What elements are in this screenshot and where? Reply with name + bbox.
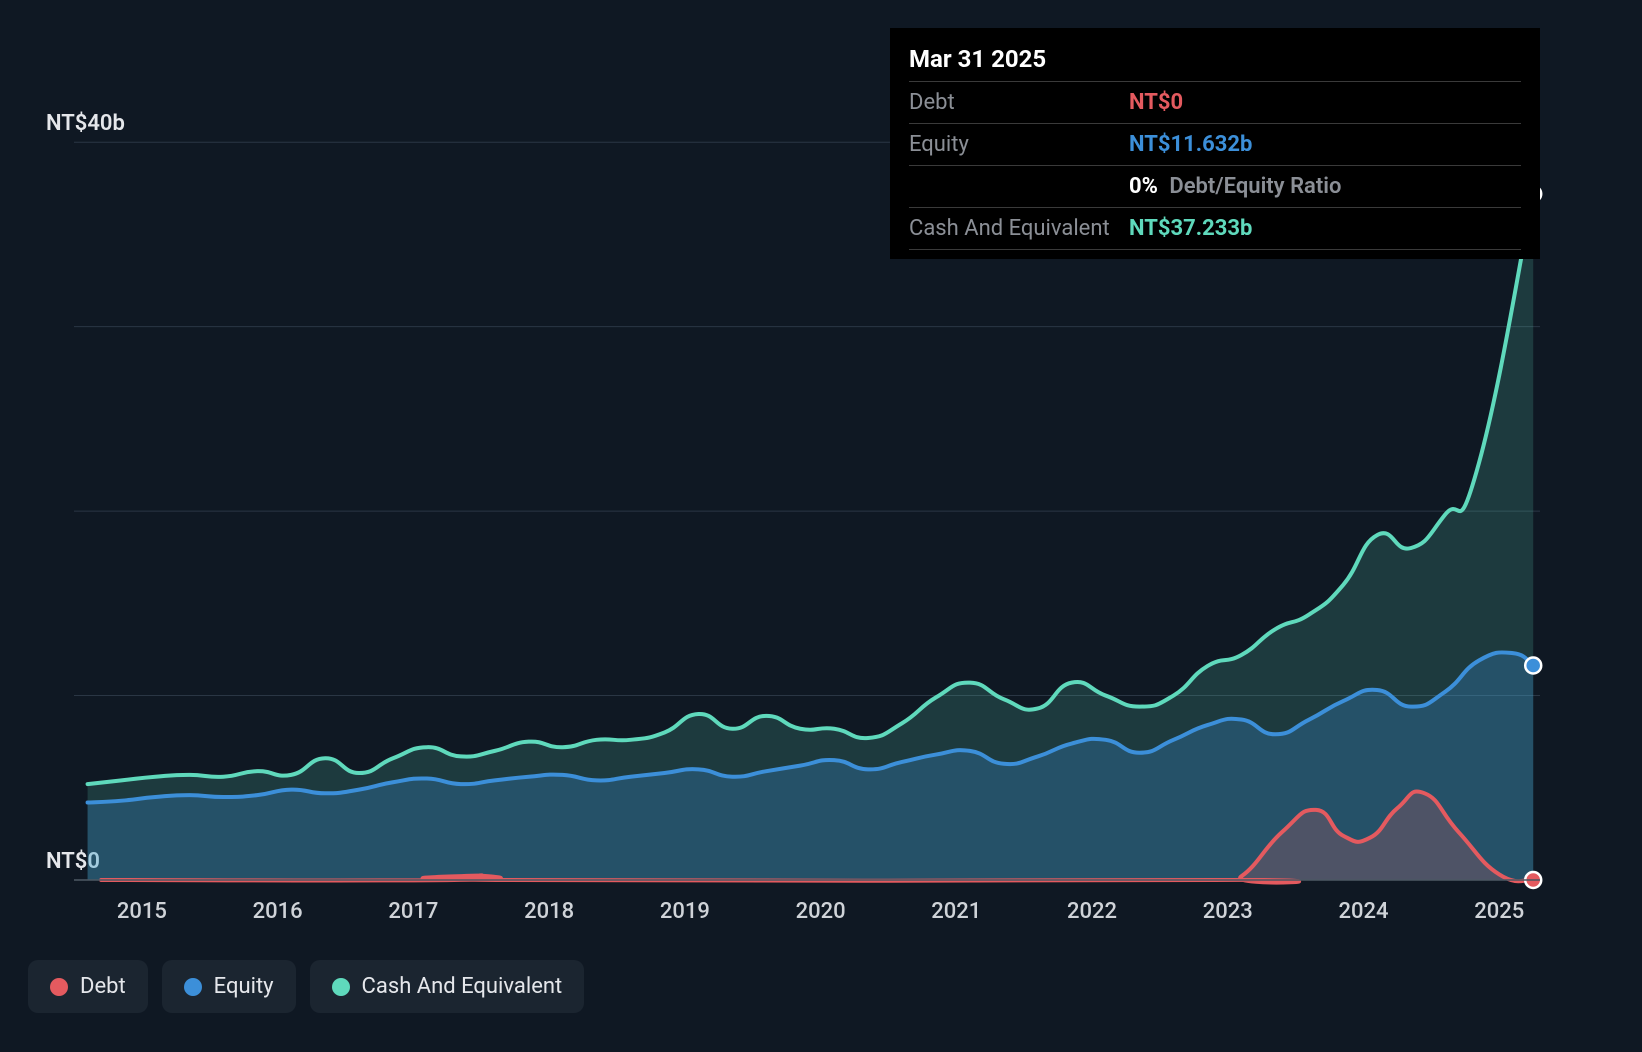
tooltip-row-cash: Cash And Equivalent NT$37.233b [909, 207, 1521, 250]
financial-chart: NT$0 NT$40b 2015 2016 2017 2018 2019 2020 2021 20… [0, 0, 1642, 1052]
legend-label: Cash And Equivalent [362, 974, 563, 999]
svg-text:2015: 2015 [117, 899, 167, 924]
legend-item-cash[interactable]: Cash And Equivalent [310, 960, 585, 1013]
svg-text:2016: 2016 [253, 899, 303, 924]
svg-text:2017: 2017 [388, 899, 438, 924]
tooltip-value: NT$11.632b [1129, 132, 1252, 157]
svg-text:2019: 2019 [660, 899, 710, 924]
tooltip-row-equity: Equity NT$11.632b [909, 123, 1521, 165]
legend-item-debt[interactable]: Debt [28, 960, 148, 1013]
svg-text:2024: 2024 [1339, 899, 1389, 924]
legend-dot-icon [332, 978, 350, 996]
svg-text:NT$40b: NT$40b [46, 111, 125, 136]
tooltip-row-debt: Debt NT$0 [909, 81, 1521, 123]
tooltip-label: Cash And Equivalent [909, 216, 1129, 241]
tooltip-ratio-label: Debt/Equity Ratio [1169, 174, 1341, 199]
svg-text:2022: 2022 [1067, 899, 1117, 924]
hover-tooltip: Mar 31 2025 Debt NT$0 Equity NT$11.632b … [890, 28, 1540, 259]
tooltip-value: NT$0 [1129, 90, 1183, 115]
legend-dot-icon [184, 978, 202, 996]
svg-text:2023: 2023 [1203, 899, 1253, 924]
legend-label: Debt [80, 974, 126, 999]
legend-label: Equity [214, 974, 274, 999]
tooltip-value: NT$37.233b [1129, 216, 1252, 241]
legend-dot-icon [50, 978, 68, 996]
svg-text:2018: 2018 [524, 899, 574, 924]
legend: Debt Equity Cash And Equivalent [28, 960, 584, 1013]
legend-item-equity[interactable]: Equity [162, 960, 296, 1013]
tooltip-label: Equity [909, 132, 1129, 157]
tooltip-row-ratio: 0% Debt/Equity Ratio [909, 165, 1521, 207]
svg-text:2025: 2025 [1474, 899, 1524, 924]
svg-text:2021: 2021 [931, 899, 981, 924]
svg-text:2020: 2020 [796, 899, 846, 924]
tooltip-date: Mar 31 2025 [909, 39, 1521, 81]
tooltip-label: Debt [909, 90, 1129, 115]
tooltip-ratio-value: 0% [1129, 174, 1158, 199]
tooltip-label [909, 174, 1129, 199]
